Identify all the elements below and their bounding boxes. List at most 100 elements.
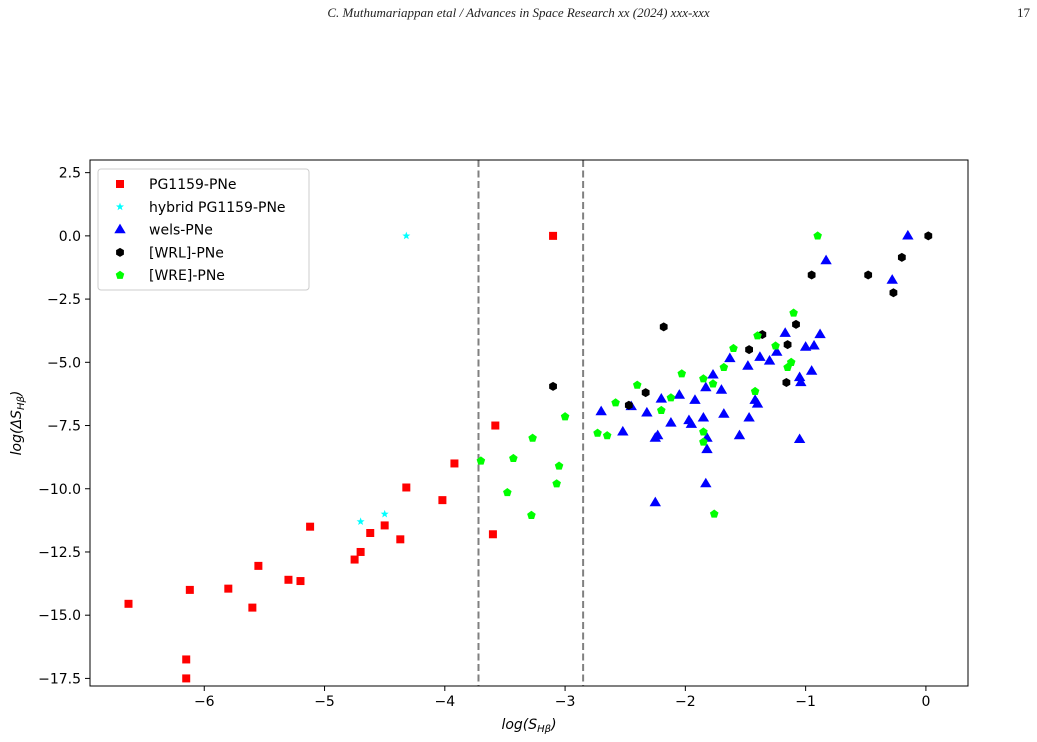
data-point-3-1: [595, 405, 607, 416]
data-point-4-14: [924, 231, 933, 241]
series-3: [595, 229, 914, 507]
data-point-3-13: [689, 394, 701, 404]
data-point-5-16: [699, 374, 708, 383]
y-tick-label: −12.5: [38, 545, 81, 561]
data-point-1-3: [182, 655, 191, 664]
data-point-1-10: [306, 522, 315, 531]
series-5: [476, 231, 822, 519]
data-point-5-22: [729, 343, 738, 353]
data-point-3-38: [814, 328, 826, 339]
legend: PG1159-PNe hybrid PG1159-PNe wels-PNe [WRL]…: [97, 168, 310, 291]
data-point-3-30: [771, 346, 783, 356]
running-head: C. Muthumariappan etal / Advances in Spa…: [327, 5, 710, 20]
data-point-1-5: [224, 584, 233, 593]
data-point-1-4: [185, 585, 194, 594]
data-point-3-39: [820, 254, 832, 265]
data-point-3-14: [697, 411, 710, 422]
data-point-2-2: [356, 517, 365, 526]
data-point-4-2: [624, 400, 633, 410]
data-point-3-27: [751, 398, 764, 408]
y-tick-label: −5.0: [47, 355, 81, 371]
legend-label: PG1159-PNe: [149, 177, 237, 193]
data-point-5-5: [528, 433, 537, 442]
data-point-4-5: [745, 345, 753, 355]
data-point-3-31: [779, 327, 791, 337]
data-point-1-1: [124, 599, 133, 608]
data-point-3-8: [649, 496, 661, 507]
data-point-1-14: [380, 521, 389, 530]
plot-frame: [89, 159, 969, 687]
data-point-4-11: [864, 270, 873, 280]
data-point-3-23: [733, 429, 746, 440]
data-point-3-41: [902, 229, 914, 240]
data-point-4-13: [897, 252, 906, 262]
data-point-5-6: [552, 479, 561, 488]
data-point-4-10: [807, 270, 816, 280]
data-point-2-3: [380, 509, 389, 518]
data-point-1-15: [396, 535, 405, 544]
data-point-4-12: [889, 288, 898, 298]
data-point-1-7: [254, 561, 263, 570]
y-tick-label: −7.5: [47, 419, 81, 435]
data-point-5-1: [476, 456, 486, 465]
data-point-3-12: [685, 418, 698, 428]
data-point-3-34: [793, 433, 806, 444]
data-point-4-7: [782, 378, 791, 388]
legend-label: wels-PNe: [149, 223, 213, 239]
x-tick-label: −5: [314, 694, 335, 710]
data-point-5-28: [789, 308, 798, 317]
x-tick-label: −1: [795, 694, 816, 710]
data-point-3-2: [617, 425, 629, 436]
data-point-5-4: [527, 510, 536, 519]
data-point-3-17: [701, 443, 713, 454]
data-point-5-18: [699, 437, 708, 446]
data-point-1-16: [402, 483, 411, 492]
data-point-1-12: [356, 547, 365, 556]
data-point-5-19: [708, 379, 718, 388]
data-point-3-35: [799, 341, 812, 351]
data-point-4-1: [549, 381, 557, 391]
x-tick-label: 0: [921, 694, 930, 710]
y-tick-label: −10.0: [38, 482, 81, 498]
data-point-3-20: [715, 384, 728, 394]
data-point-3-29: [763, 355, 776, 365]
y-tick-label: 0.0: [59, 229, 81, 245]
data-point-5-17: [699, 427, 708, 436]
data-point-5-14: [666, 393, 676, 402]
x-tick-label: −2: [675, 694, 696, 710]
data-point-3-19: [707, 368, 719, 379]
data-point-5-7: [554, 461, 564, 470]
y-tick-label: −15.0: [38, 608, 81, 624]
data-point-3-15: [700, 381, 712, 392]
series-4: [549, 231, 933, 410]
data-point-3-21: [718, 408, 730, 418]
data-point-4-4: [659, 322, 668, 332]
data-point-3-18: [700, 477, 712, 488]
data-point-3-4: [641, 406, 653, 417]
data-point-1-21: [549, 231, 558, 240]
data-point-3-28: [754, 351, 766, 361]
legend-box: [97, 168, 310, 291]
data-point-3-36: [805, 365, 818, 375]
data-point-1-18: [450, 459, 459, 468]
data-point-5-13: [657, 405, 666, 414]
data-point-5-8: [560, 412, 570, 421]
data-point-4-8: [783, 340, 792, 350]
legend-marker: [116, 247, 124, 257]
data-point-3-7: [655, 392, 668, 403]
data-point-1-20: [491, 421, 500, 430]
data-point-2-1: [402, 231, 411, 240]
series-1: [124, 231, 558, 683]
data-point-5-9: [593, 428, 602, 437]
legend-marker: [115, 270, 125, 279]
data-point-5-25: [771, 341, 780, 350]
legend-marker: [116, 180, 124, 188]
data-point-5-15: [677, 369, 687, 378]
data-point-3-37: [808, 339, 820, 350]
legend-marker: [116, 202, 124, 211]
data-point-4-3: [641, 388, 650, 398]
series-2: [356, 231, 411, 526]
data-point-3-40: [886, 274, 898, 284]
data-point-5-23: [750, 386, 760, 396]
